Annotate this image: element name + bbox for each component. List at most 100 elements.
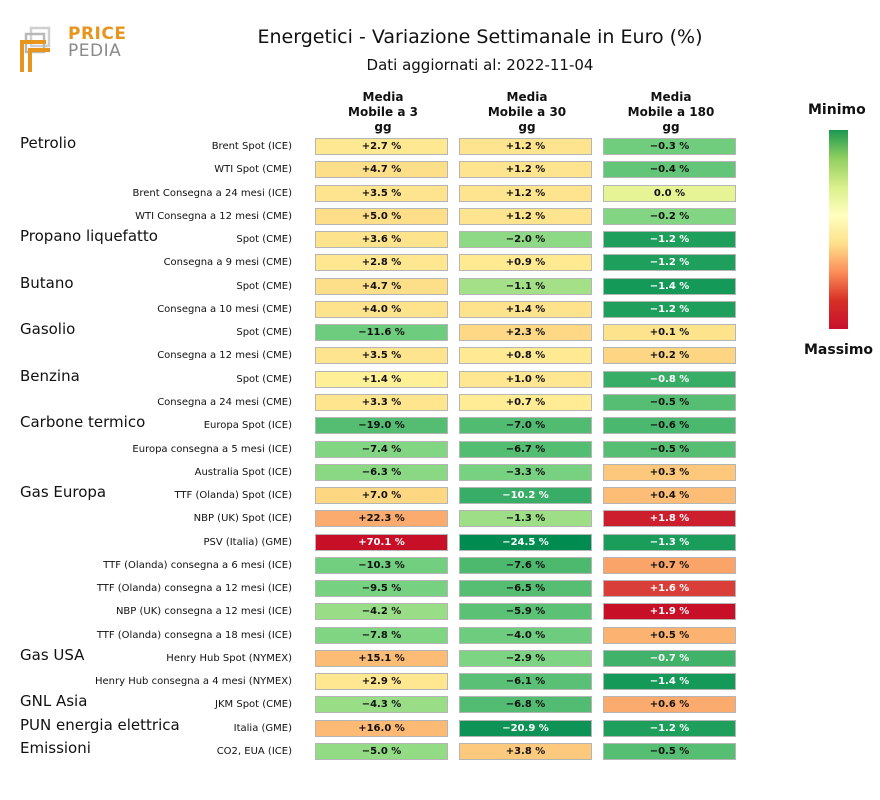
heatmap-cell: +4.0 % [315, 300, 448, 318]
heatmap-cell: −1.3 % [603, 533, 736, 551]
heatmap-cell: +0.3 % [603, 463, 736, 481]
category-label: Gas USA [20, 645, 85, 664]
heatmap-cell: +22.3 % [315, 510, 448, 528]
heatmap-cell: −2.9 % [459, 649, 592, 667]
row-label: Italia (GME) [233, 722, 292, 734]
heatmap-cell: +1.2 % [459, 207, 592, 225]
heatmap-cell: −1.2 % [603, 254, 736, 272]
column-header-line: Media [650, 90, 692, 104]
heatmap-cell: +2.3 % [459, 324, 592, 342]
heatmap-cell: +4.7 % [315, 161, 448, 179]
heatmap-cell: +70.1 % [315, 533, 448, 551]
row-label: TTF (Olanda) consegna a 12 mesi (ICE) [96, 583, 292, 595]
heatmap-cell: +2.8 % [315, 254, 448, 272]
row-label: Spot (CME) [236, 327, 292, 339]
row-label: TTF (Olanda) consegna a 6 mesi (ICE) [103, 559, 292, 571]
heatmap-cell: −7.6 % [459, 556, 592, 574]
heatmap-cell: +3.5 % [315, 347, 448, 365]
heatmap-cell: +3.5 % [315, 184, 448, 202]
column-header-line: gg [662, 120, 680, 134]
heatmap-cell: −10.3 % [315, 556, 448, 574]
row-label: Henry Hub consegna a 4 mesi (NYMEX) [94, 676, 292, 688]
heatmap-cell: −0.2 % [603, 207, 736, 225]
heatmap-cell: −2.0 % [459, 231, 592, 249]
logo-word-price: PRICE [68, 24, 127, 44]
column-header-line: Mobile a 30 [487, 105, 567, 119]
heatmap-cell: −0.4 % [603, 161, 736, 179]
heatmap-cell: −6.8 % [459, 696, 592, 714]
heatmap-cell: +3.3 % [315, 393, 448, 411]
heatmap-cell: +7.0 % [315, 487, 448, 505]
heatmap-cell: +0.4 % [603, 487, 736, 505]
heatmap-cell: +3.8 % [459, 743, 592, 761]
heatmap-cell: −0.7 % [603, 649, 736, 667]
heatmap-cell: +1.2 % [459, 184, 592, 202]
row-label: Consegna a 10 mesi (CME) [157, 303, 292, 315]
heatmap-cell: −5.0 % [315, 743, 448, 761]
row-label: PSV (Italia) (GME) [203, 536, 292, 548]
heatmap-cell: +5.0 % [315, 207, 448, 225]
heatmap-cell: −1.2 % [603, 231, 736, 249]
heatmap-cell: +0.5 % [603, 626, 736, 644]
heatmap-cell: −6.7 % [459, 440, 592, 458]
heatmap-cell: −6.5 % [459, 580, 592, 598]
category-label: Emissioni [20, 739, 91, 758]
heatmap-cell: −3.3 % [459, 463, 592, 481]
row-label: Europa Spot (ICE) [203, 420, 292, 432]
heatmap-cell: +1.6 % [603, 580, 736, 598]
heatmap-cell: +0.7 % [459, 393, 592, 411]
heatmap-cell: +0.7 % [603, 556, 736, 574]
column-header-line: Media [362, 90, 404, 104]
heatmap-cell: +1.9 % [603, 603, 736, 621]
column-header-180gg: Media Mobile a 180 gg [601, 90, 741, 135]
row-label: Europa consegna a 5 mesi (ICE) [132, 443, 292, 455]
heatmap-cell: −9.5 % [315, 580, 448, 598]
row-label: Consegna a 12 mesi (CME) [157, 350, 292, 362]
heatmap-cell: +0.6 % [603, 696, 736, 714]
heatmap-cell: −7.8 % [315, 626, 448, 644]
heatmap-cell: −4.0 % [459, 626, 592, 644]
heatmap-cell: −4.3 % [315, 696, 448, 714]
row-label: Australia Spot (ICE) [194, 466, 292, 478]
category-label: Carbone termico [20, 413, 146, 432]
column-header-line: Media [506, 90, 548, 104]
column-header-line: gg [374, 120, 392, 134]
heatmap-cell: −20.9 % [459, 719, 592, 737]
category-label: Benzina [20, 366, 80, 385]
column-header-line: Mobile a 3 [348, 105, 418, 119]
legend-min-label: Minimo [808, 102, 866, 118]
heatmap-cell: 0.0 % [603, 184, 736, 202]
pricepedia-logo: PRICE PEDIA [20, 26, 130, 74]
category-label: Gas Europa [20, 483, 107, 502]
row-label: Henry Hub Spot (NYMEX) [166, 652, 292, 664]
row-label: Spot (CME) [236, 234, 292, 246]
heatmap-cell: −0.5 % [603, 393, 736, 411]
heatmap-cell: +0.9 % [459, 254, 592, 272]
heatmap-cell: −7.0 % [459, 417, 592, 435]
heatmap-cell: −0.6 % [603, 417, 736, 435]
row-label: NBP (UK) Spot (ICE) [193, 513, 292, 525]
heatmap-cell: +1.2 % [459, 161, 592, 179]
heatmap-cell: −1.3 % [459, 510, 592, 528]
category-label: Petrolio [20, 134, 77, 152]
heatmap-cell: −1.1 % [459, 277, 592, 295]
logo-word-pedia: PEDIA [68, 41, 122, 61]
row-label: NBP (UK) consegna a 12 mesi (ICE) [115, 606, 292, 618]
heatmap-cell: −1.2 % [603, 300, 736, 318]
heatmap-cell: −6.1 % [459, 673, 592, 691]
column-header-line: Mobile a 180 [627, 105, 715, 119]
heatmap-cell: −19.0 % [315, 417, 448, 435]
heatmap-cell: +15.1 % [315, 649, 448, 667]
heatmap-cell: −4.2 % [315, 603, 448, 621]
column-header-line: gg [518, 120, 536, 134]
row-label: CO2, EUA (ICE) [216, 746, 292, 758]
row-label: TTF (Olanda) Spot (ICE) [174, 490, 292, 502]
category-label: GNL Asia [20, 692, 88, 711]
heatmap-cell: −1.4 % [603, 673, 736, 691]
row-label: Spot (CME) [236, 280, 292, 292]
heatmap-cell: −6.3 % [315, 463, 448, 481]
category-label: Propano liquefatto [20, 227, 158, 246]
column-header-3gg: Media Mobile a 3 gg [313, 90, 453, 135]
heatmap-cell: −0.3 % [603, 138, 736, 155]
heatmap-cell: +16.0 % [315, 719, 448, 737]
